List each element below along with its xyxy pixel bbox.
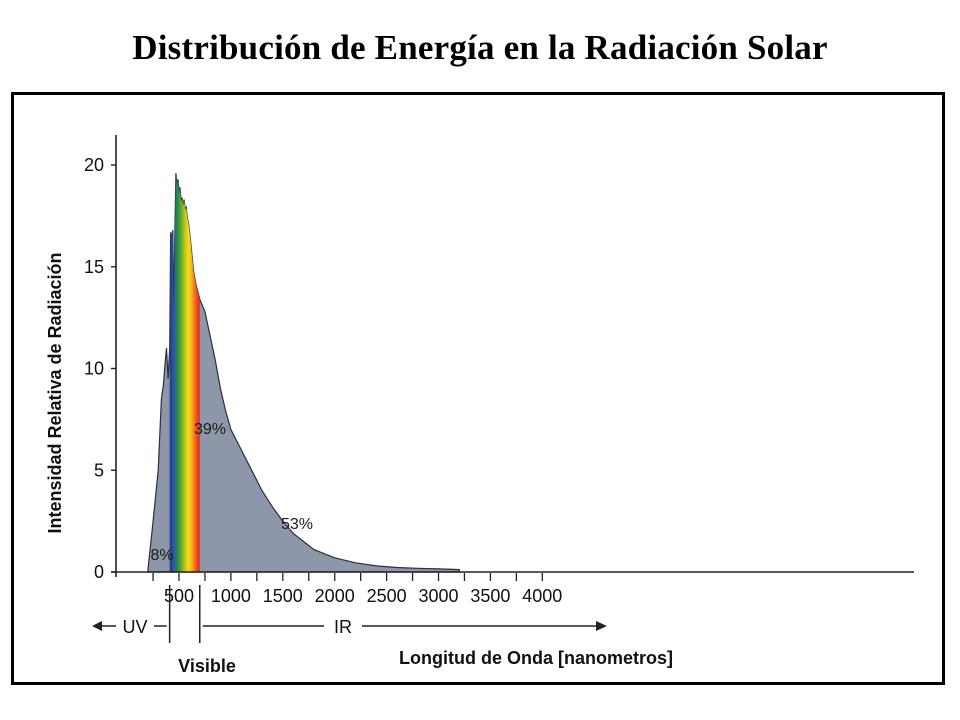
x-tick-label: 1000 <box>211 586 251 606</box>
chart-frame: 0 5 10 15 20 500 1000 1500 2000 2500 3000 3500 4000 … <box>11 92 945 685</box>
x-tick-label: 3500 <box>470 586 510 606</box>
uv-label: UV <box>122 617 147 637</box>
y-axis-title: Intensidad Relativa de Radiación <box>45 252 65 533</box>
ir-percent-label: 53% <box>281 516 313 533</box>
x-tick-label: 2000 <box>315 586 355 606</box>
visible-label: Visible <box>178 656 236 676</box>
uv-percent-label: 8% <box>150 547 173 564</box>
visible-spectrum-band <box>169 173 200 572</box>
ir-label: IR <box>334 617 352 637</box>
page-title: Distribución de Energía en la Radiación … <box>132 28 828 67</box>
y-tick-label: 15 <box>84 257 104 277</box>
y-tick-label: 20 <box>84 155 104 175</box>
x-tick-label: 3000 <box>418 586 458 606</box>
y-tick-label: 0 <box>94 562 104 582</box>
y-tick-label: 10 <box>84 359 104 379</box>
x-axis-title: Longitud de Onda [nanometros] <box>399 648 673 668</box>
y-tick-label: 5 <box>94 460 104 480</box>
uv-arrowhead <box>92 621 102 631</box>
x-tick-label: 2500 <box>367 586 407 606</box>
x-tick-label: 500 <box>164 586 194 606</box>
x-tick-label: 4000 <box>522 586 562 606</box>
x-tick-label: 1500 <box>263 586 303 606</box>
visible-percent-label: 39% <box>194 421 226 438</box>
ir-arrowhead <box>596 621 607 631</box>
